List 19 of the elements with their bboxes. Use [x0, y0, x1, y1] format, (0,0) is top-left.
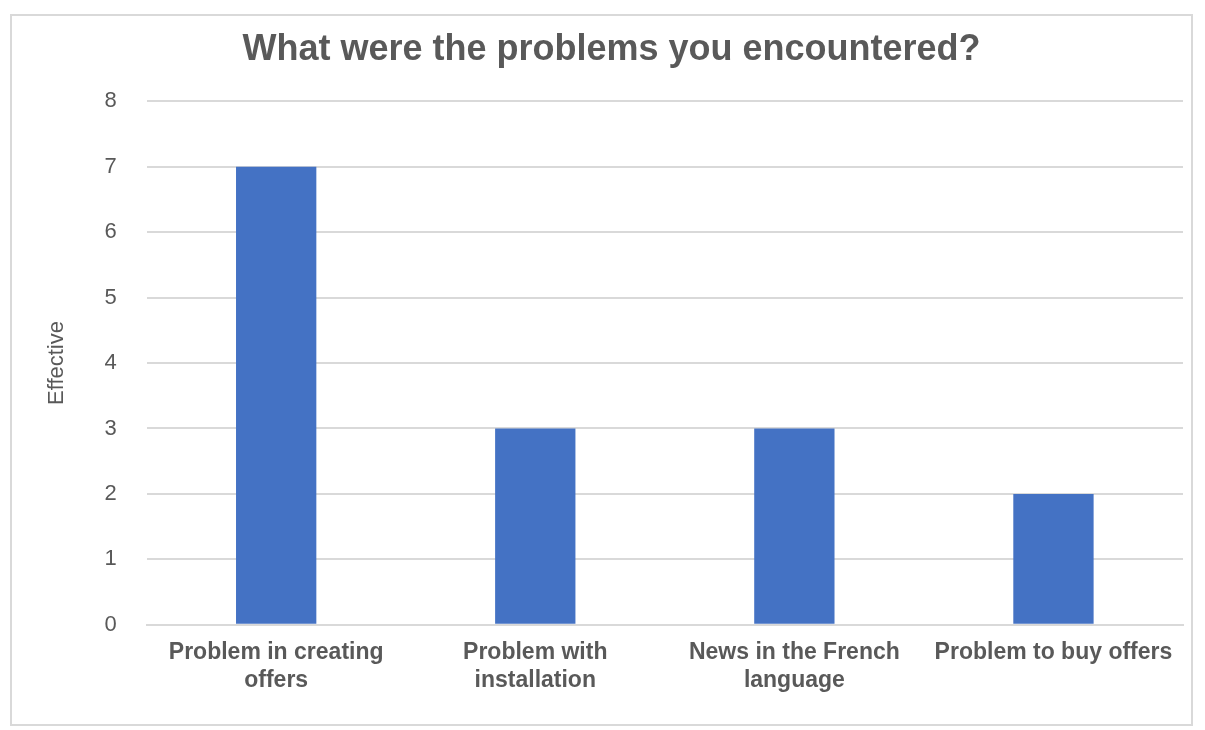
y-tick-label: 5: [104, 283, 117, 309]
x-tick-label: Problem to buy offers: [934, 637, 1173, 664]
y-tick-label: 4: [104, 349, 117, 375]
y-tick-label: 1: [104, 545, 117, 571]
y-axis-title: Effective: [43, 321, 69, 405]
y-tick-label: 6: [104, 218, 117, 244]
y-tick-label: 8: [104, 87, 117, 113]
y-tick-label: 7: [104, 152, 117, 178]
x-tick-label: Problem with installation: [463, 637, 608, 692]
y-tick-label: 3: [104, 414, 117, 440]
bar: [754, 428, 835, 624]
chart-title: What were the problems you encountered?: [242, 26, 981, 68]
x-tick-label: Problem in creating offers: [168, 637, 384, 692]
y-tick-label: 2: [104, 479, 117, 505]
bar: [495, 428, 576, 624]
y-tick-label: 0: [104, 610, 117, 636]
x-tick-label: News in the French language: [688, 637, 900, 692]
bar: [1013, 493, 1094, 624]
bar: [236, 166, 317, 624]
